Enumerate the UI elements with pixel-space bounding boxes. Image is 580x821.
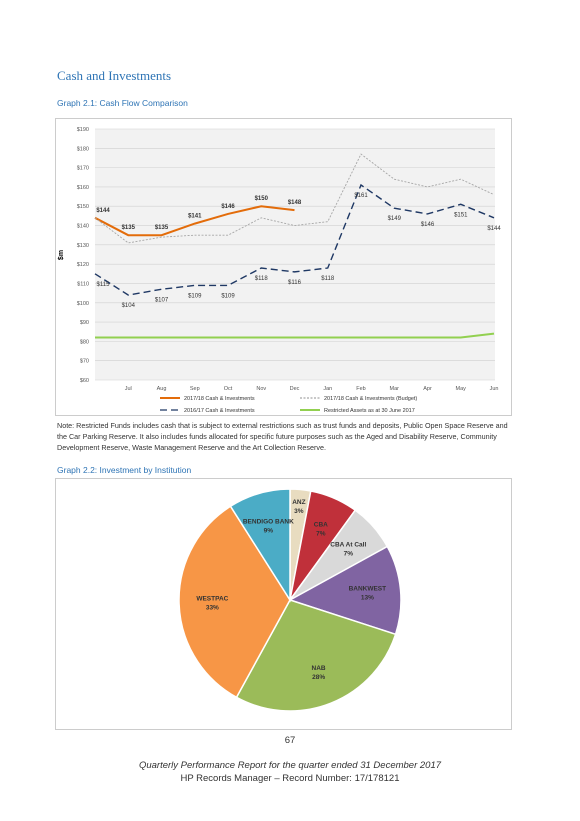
data-label: $116 [288, 280, 302, 286]
note: Note: Restricted Funds includes cash tha… [57, 421, 508, 452]
x-tick-label: Feb [356, 386, 365, 392]
y-tick-label: $130 [77, 243, 89, 249]
y-tick-label: $150 [77, 204, 89, 210]
series-line [94, 183, 495, 296]
data-label: $144 [96, 208, 110, 214]
pie-slice [235, 599, 397, 712]
slice-value-label: 13% [361, 595, 374, 602]
x-tick-label: May [456, 386, 467, 392]
slice-value-label: 7% [344, 551, 354, 558]
footer-line: Quarterly Performance Report for the qua… [138, 760, 442, 771]
x-tick-label: Mar [390, 386, 400, 392]
x-tick-label: Aug [157, 386, 167, 392]
slice-value-label: 9% [264, 527, 274, 534]
data-label: $118 [255, 276, 269, 282]
x-tick-label: Jul [125, 386, 132, 392]
pie-chart: ANZ 3% CBA 7% CBA At Call 7% BANKWEST 13% NAB 28%… [55, 478, 512, 730]
legend-label: 2017/18 Cash & Investments [184, 396, 255, 402]
x-tick-label: Apr [423, 386, 432, 392]
slice-label: NAB [312, 665, 326, 672]
graph-caption: Graph 2.1: Cash Flow Comparison [57, 98, 188, 108]
x-tick-label: Sep [190, 386, 200, 392]
slice-label: BANKWEST [349, 586, 387, 593]
slice-value-label: 33% [206, 604, 219, 611]
series-line [94, 205, 295, 237]
data-label: $161 [354, 193, 368, 199]
data-label: $141 [188, 214, 202, 220]
legend-label: Restricted Assets as at 30 June 2017 [324, 408, 415, 414]
y-tick-label: $70 [80, 359, 89, 365]
data-label: $146 [421, 222, 435, 228]
data-label: $109 [188, 293, 202, 299]
x-tick-label: Oct [224, 386, 233, 392]
y-tick-label: $180 [77, 146, 89, 152]
data-label: $115 [97, 282, 111, 288]
slice-label: ANZ [292, 499, 305, 506]
y-tick-label: $140 [77, 224, 89, 230]
data-label: $151 [454, 212, 468, 218]
legend-label: 2016/17 Cash & Investments [184, 408, 255, 414]
page-number: 67 [284, 735, 296, 746]
slice-value-label: 7% [316, 531, 326, 538]
data-label: $135 [155, 225, 169, 231]
y-tick-label: $110 [77, 281, 89, 287]
data-label: $148 [288, 200, 302, 206]
data-label: $104 [122, 303, 136, 309]
data-label: $144 [487, 226, 501, 232]
heading: Cash and Investments [57, 68, 172, 83]
y-tick-label: $60 [80, 378, 89, 384]
slice-value-label: 3% [294, 508, 304, 515]
slice-value-label: 28% [312, 674, 325, 681]
y-tick-label: $170 [77, 166, 89, 172]
x-tick-label: Dec [290, 386, 300, 392]
slice-label: CBA [314, 522, 328, 529]
y-axis-label: $m [58, 250, 65, 260]
series-line [95, 332, 495, 339]
slice-label: BENDIGO BANK [243, 518, 294, 525]
y-tick-label: $80 [80, 339, 89, 345]
data-label: $107 [155, 297, 169, 303]
legend-label: 2017/18 Cash & Investments (Budget) [324, 396, 417, 402]
series-line [94, 153, 495, 244]
pie-slice [229, 488, 291, 603]
plot-area [95, 129, 495, 380]
data-label: $135 [122, 225, 136, 231]
pie-slice [288, 545, 402, 636]
data-label: $118 [321, 276, 335, 282]
data-label: $146 [221, 204, 235, 210]
y-tick-label: $160 [77, 185, 89, 191]
y-tick-label: $90 [80, 320, 89, 326]
pie-slice [178, 505, 291, 699]
footer-line: HP Records Manager – Record Number: 17/1… [180, 773, 400, 784]
y-tick-label: $190 [77, 127, 89, 133]
line-chart: $m $60 $70 $80 $90 $100 $110 $120 $130 $140 $150 $… [55, 118, 512, 416]
graph-caption: Graph 2.2: Investment by Institution [57, 465, 192, 475]
data-label: $149 [388, 216, 402, 222]
x-tick-label: Jan [323, 386, 332, 392]
y-tick-label: $120 [77, 262, 89, 268]
data-label: $150 [255, 196, 269, 202]
y-tick-label: $100 [77, 301, 89, 307]
x-tick-label: Jun [490, 386, 499, 392]
data-label: $109 [221, 293, 235, 299]
slice-label: CBA At Call [330, 542, 366, 549]
slice-label: WESTPAC [196, 595, 228, 602]
x-tick-label: Nov [256, 386, 266, 392]
